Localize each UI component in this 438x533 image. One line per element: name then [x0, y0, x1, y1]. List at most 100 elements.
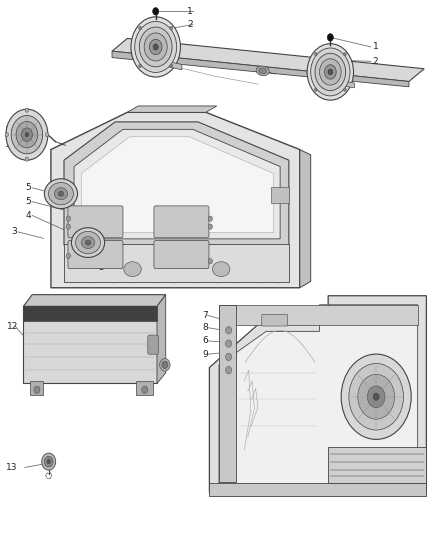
Circle shape	[358, 374, 395, 419]
Polygon shape	[23, 306, 157, 383]
Circle shape	[226, 353, 232, 361]
Circle shape	[315, 53, 346, 91]
Circle shape	[320, 59, 341, 85]
Circle shape	[152, 7, 159, 15]
FancyBboxPatch shape	[148, 335, 158, 354]
Text: 4: 4	[26, 211, 31, 220]
Circle shape	[66, 253, 71, 259]
Circle shape	[34, 386, 40, 393]
Ellipse shape	[259, 68, 267, 74]
Circle shape	[25, 133, 28, 137]
Circle shape	[226, 340, 232, 348]
Ellipse shape	[76, 231, 100, 254]
Ellipse shape	[58, 191, 64, 196]
Text: 6: 6	[202, 336, 208, 345]
Circle shape	[25, 108, 28, 112]
Ellipse shape	[71, 228, 105, 257]
Text: 2: 2	[187, 20, 193, 29]
Text: 5: 5	[98, 263, 104, 272]
Ellipse shape	[212, 262, 230, 277]
Polygon shape	[219, 305, 418, 325]
Polygon shape	[209, 296, 426, 492]
Circle shape	[139, 26, 141, 30]
Polygon shape	[112, 38, 424, 82]
Polygon shape	[138, 55, 182, 70]
Circle shape	[226, 367, 232, 374]
Circle shape	[162, 361, 168, 368]
Polygon shape	[127, 106, 217, 112]
Polygon shape	[74, 130, 280, 239]
Ellipse shape	[124, 262, 141, 277]
Circle shape	[6, 109, 48, 160]
Text: 1: 1	[373, 43, 378, 52]
FancyBboxPatch shape	[154, 206, 209, 238]
Circle shape	[66, 224, 71, 229]
Polygon shape	[219, 305, 418, 484]
Polygon shape	[157, 295, 166, 383]
Circle shape	[343, 52, 346, 56]
Text: 10: 10	[5, 126, 17, 135]
Circle shape	[16, 122, 38, 148]
Circle shape	[149, 39, 162, 54]
Circle shape	[47, 459, 50, 464]
Circle shape	[139, 64, 141, 68]
Ellipse shape	[49, 182, 74, 205]
Circle shape	[66, 216, 71, 221]
Circle shape	[21, 128, 32, 141]
Polygon shape	[51, 112, 300, 288]
Circle shape	[226, 327, 232, 334]
Circle shape	[42, 453, 56, 470]
Circle shape	[208, 216, 212, 221]
Circle shape	[328, 69, 333, 75]
Polygon shape	[328, 447, 426, 483]
Ellipse shape	[256, 66, 269, 76]
Text: 5: 5	[25, 183, 31, 192]
Text: 7: 7	[202, 311, 208, 320]
Polygon shape	[30, 381, 43, 395]
FancyBboxPatch shape	[68, 206, 123, 238]
Text: 2: 2	[373, 57, 378, 66]
Polygon shape	[272, 187, 289, 203]
Polygon shape	[317, 76, 354, 88]
Circle shape	[144, 33, 167, 61]
Text: 5: 5	[25, 197, 31, 206]
Polygon shape	[64, 244, 289, 282]
Circle shape	[373, 393, 379, 400]
Text: 9: 9	[202, 350, 208, 359]
Text: 12: 12	[7, 321, 19, 330]
Circle shape	[170, 64, 173, 68]
Circle shape	[25, 157, 28, 161]
Circle shape	[314, 52, 317, 56]
Circle shape	[341, 354, 411, 439]
FancyBboxPatch shape	[68, 240, 123, 269]
Polygon shape	[64, 122, 289, 245]
Ellipse shape	[44, 179, 78, 208]
Circle shape	[139, 27, 172, 67]
Polygon shape	[112, 51, 409, 87]
FancyBboxPatch shape	[154, 240, 209, 269]
Text: 13: 13	[6, 463, 17, 472]
Ellipse shape	[54, 188, 67, 200]
Circle shape	[142, 386, 148, 393]
Polygon shape	[300, 150, 311, 288]
Text: 11: 11	[5, 140, 17, 149]
Ellipse shape	[81, 237, 95, 248]
Circle shape	[327, 34, 333, 41]
Text: 8: 8	[202, 323, 208, 332]
Circle shape	[11, 116, 42, 154]
Circle shape	[208, 259, 212, 264]
Circle shape	[159, 359, 170, 371]
Circle shape	[311, 48, 350, 96]
Circle shape	[170, 26, 173, 30]
Polygon shape	[136, 381, 152, 395]
Circle shape	[208, 224, 212, 229]
Circle shape	[5, 133, 9, 137]
Polygon shape	[81, 137, 274, 232]
Polygon shape	[209, 483, 426, 496]
Polygon shape	[23, 295, 166, 306]
Circle shape	[307, 44, 353, 100]
Circle shape	[349, 364, 403, 430]
Circle shape	[325, 64, 336, 79]
Ellipse shape	[85, 240, 91, 245]
Polygon shape	[219, 305, 237, 482]
